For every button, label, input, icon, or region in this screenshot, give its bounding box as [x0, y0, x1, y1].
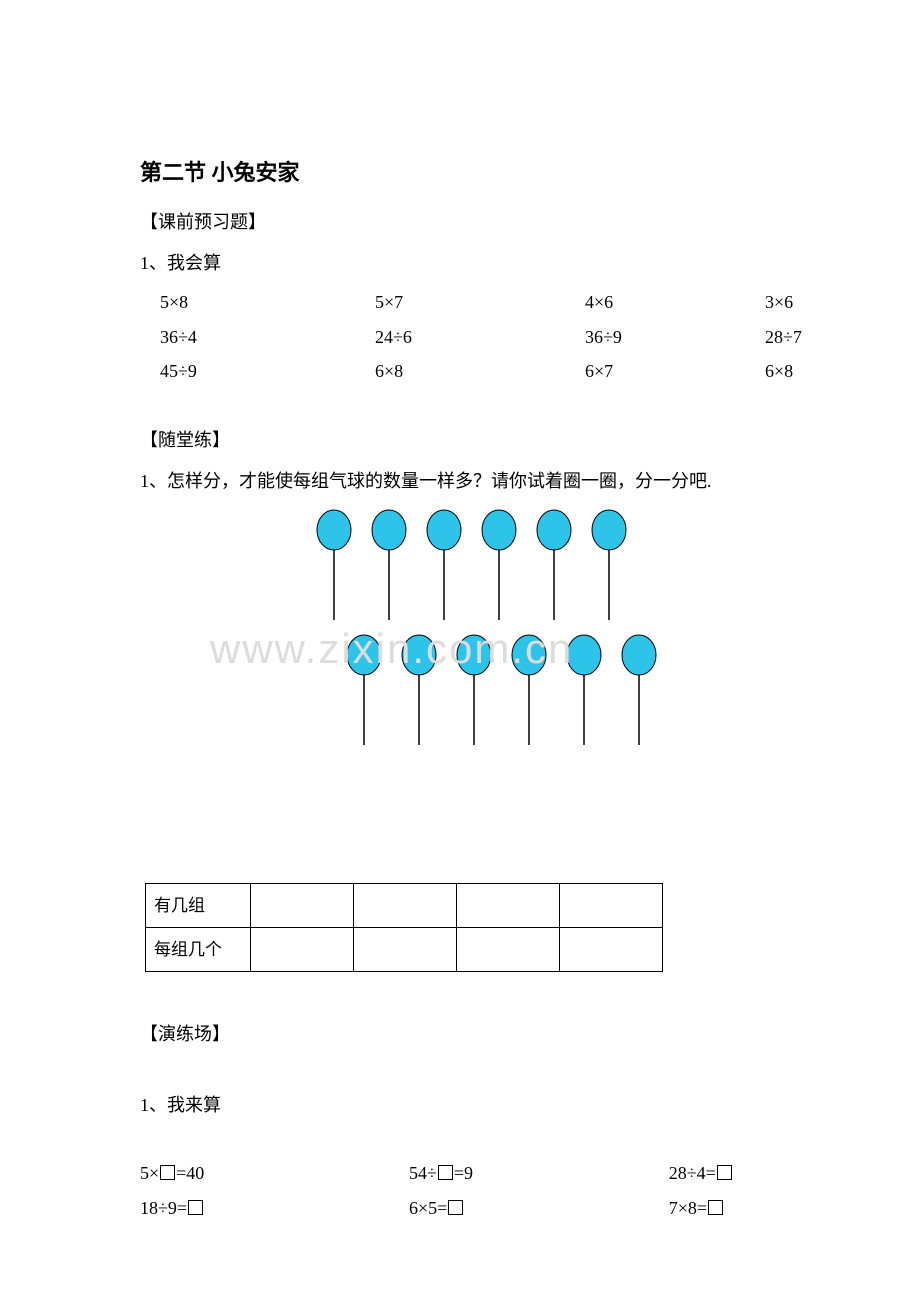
math-cell: 45÷9 [160, 357, 375, 386]
math-cell: 5×7 [375, 288, 585, 317]
table-row-label: 有几组 [146, 883, 251, 927]
math-cell: 5×=40 [140, 1159, 409, 1188]
math-cell: 5×8 [160, 288, 375, 317]
math-cell: 28÷7 [765, 323, 845, 352]
balloon-icon [370, 508, 408, 622]
math-cell: 28÷4= [669, 1159, 780, 1188]
table-cell [251, 883, 354, 927]
balloon-diagram [140, 508, 780, 768]
section-2-label: 【随堂练】 [140, 426, 780, 455]
math-cell: 6×5= [409, 1194, 669, 1223]
math-cell: 6×8 [375, 357, 585, 386]
math-cell: 36÷4 [160, 323, 375, 352]
balloon-icon [620, 633, 658, 747]
math-cell: 7×8= [669, 1194, 780, 1223]
table-cell [560, 927, 663, 971]
table-cell [251, 927, 354, 971]
math-cell: 6×8 [765, 357, 845, 386]
math-cell: 24÷6 [375, 323, 585, 352]
page-title: 第二节 小兔安家 [140, 155, 780, 190]
balloon-icon [345, 633, 383, 747]
balloon-icon [315, 508, 353, 622]
balloon-icon [510, 633, 548, 747]
section-1-label: 【课前预习题】 [140, 208, 780, 237]
balloon-icon [590, 508, 628, 622]
balloon-icon [455, 633, 493, 747]
blank-box [717, 1165, 732, 1180]
table-cell [457, 927, 560, 971]
group-table: 有几组每组几个 [145, 883, 663, 972]
math-cell: 18÷9= [140, 1194, 409, 1223]
math-cell: 36÷9 [585, 323, 765, 352]
blank-box [160, 1165, 175, 1180]
balloon-icon [400, 633, 438, 747]
math-cell: 3×6 [765, 288, 845, 317]
math-cell: 54÷=9 [409, 1159, 669, 1188]
balloon-icon [480, 508, 518, 622]
balloon-icon [535, 508, 573, 622]
balloon-icon [565, 633, 603, 747]
math-cell: 6×7 [585, 357, 765, 386]
s2-q1: 1、怎样分，才能使每组气球的数量一样多？请你试着圈一圈，分一分吧. [140, 467, 780, 496]
table-row-label: 每组几个 [146, 927, 251, 971]
math-grid-1: 5×85×74×63×636÷424÷636÷928÷745÷96×86×76×… [140, 288, 780, 386]
s1-q1: 1、我会算 [140, 249, 780, 278]
blank-box [448, 1200, 463, 1215]
table-cell [457, 883, 560, 927]
table-cell [354, 927, 457, 971]
section-3-label: 【演练场】 [140, 1020, 780, 1049]
blank-box [708, 1200, 723, 1215]
balloon-icon [425, 508, 463, 622]
math-grid-2: 5×=4054÷=928÷4= 18÷9=6×5=7×8= [140, 1159, 780, 1223]
table-cell [560, 883, 663, 927]
blank-box [438, 1165, 453, 1180]
s4-q1: 1、我来算 [140, 1091, 780, 1120]
math-cell: 4×6 [585, 288, 765, 317]
blank-box [188, 1200, 203, 1215]
table-cell [354, 883, 457, 927]
